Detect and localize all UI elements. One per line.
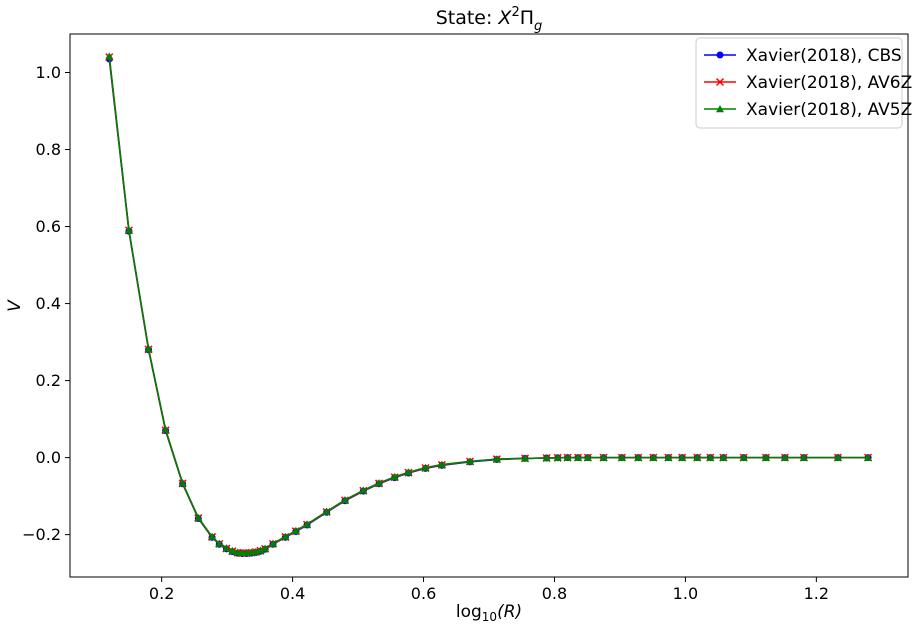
data-point [404,468,413,476]
data-point [833,453,842,461]
data-point [228,546,237,555]
x-tick-label: 0.6 [411,584,436,603]
data-point [583,453,592,461]
data-point [574,453,583,461]
x-axis-label-prefix: log [456,602,482,622]
y-tick-label: 0.6 [36,217,61,236]
data-point [144,344,153,352]
data-point [649,453,658,461]
y-tick-label: 0.8 [36,140,61,159]
series-1 [105,55,872,558]
data-point [617,453,626,461]
series-line [108,56,869,554]
data-point [664,453,673,461]
data-point [553,453,562,462]
data-point [340,495,349,504]
data-point [599,453,608,461]
axes-frame [69,33,909,578]
chart-title-symbol: X [497,7,512,29]
plot-area [105,52,873,558]
data-point [634,453,643,461]
legend-marker [715,77,725,87]
legend-label: Xavier(2018), CBS [746,46,902,66]
data-point [761,453,770,461]
data-point [864,453,873,461]
data-point [291,526,300,534]
data-point [302,520,311,528]
legend-label: Xavier(2018), AV6Z [746,73,912,93]
data-point [563,453,572,461]
x-axis-label-sub: 10 [482,610,497,624]
data-point [222,544,231,552]
y-tick-label: 0.0 [36,448,61,467]
data-point [375,479,384,487]
data-point [799,453,808,461]
legend-entry: Xavier(2018), CBS [704,46,902,66]
x-tick-label: 0.4 [280,584,305,603]
x-tick-label: 0.2 [149,584,174,603]
data-point [208,532,217,540]
data-point [693,453,702,461]
y-axis-label: V [5,299,25,312]
legend-marker [716,51,724,59]
legend-marker [716,105,724,113]
data-point [124,226,133,234]
data-point [719,453,728,461]
chart-title-prefix: State: [436,7,499,29]
chart-title-sup: 2 [511,5,519,20]
data-point [215,539,224,547]
data-point [437,460,446,468]
chart-title-sub: g [534,19,542,34]
chart-title-main: Π [520,7,534,29]
data-point [492,455,501,463]
data-point [706,453,715,461]
chart-title: State: X2Πg [436,5,543,34]
data-point [780,453,789,461]
data-point [256,546,265,554]
y-tick-label: 0.4 [36,294,61,313]
data-point [521,454,530,462]
data-point [359,486,368,494]
y-tick-label: 1.0 [36,63,61,82]
series-line [108,58,869,555]
legend: Xavier(2018), CBS Xavier(2018), AV6Z Xavie… [695,37,912,129]
series-line [108,57,869,554]
data-point [739,453,748,461]
data-point [194,513,203,521]
x-axis-label: log10(R) [456,602,522,624]
x-axis-label-suffix: (R) [497,602,522,622]
x-tick-label: 1.0 [673,584,698,603]
data-point [322,507,331,515]
x-axis: 0.2 0.4 0.6 0.8 1.0 1.2 [149,577,829,603]
data-point [261,544,270,552]
data-point [161,425,170,433]
data-point [105,52,114,60]
series-2 [105,53,873,558]
legend-label: Xavier(2018), AV5Z [746,100,912,120]
legend-entry: Xavier(2018), AV6Z [704,73,912,93]
data-point [268,539,277,547]
data-point [390,472,399,481]
legend-box [695,37,903,129]
data-point [281,532,290,540]
data-point [678,453,687,461]
y-axis: −0.2 0.0 0.2 0.4 0.6 0.8 1.0 [22,63,70,544]
data-point [178,479,187,487]
y-tick-label: 0.2 [36,371,61,390]
data-point [421,463,430,471]
data-point [542,454,551,462]
data-point [466,457,475,465]
legend-entry: Xavier(2018), AV5Z [704,100,912,120]
y-tick-label: −0.2 [22,525,61,544]
x-tick-label: 1.2 [804,584,829,603]
series-3 [105,52,873,556]
x-tick-label: 0.8 [542,584,567,603]
